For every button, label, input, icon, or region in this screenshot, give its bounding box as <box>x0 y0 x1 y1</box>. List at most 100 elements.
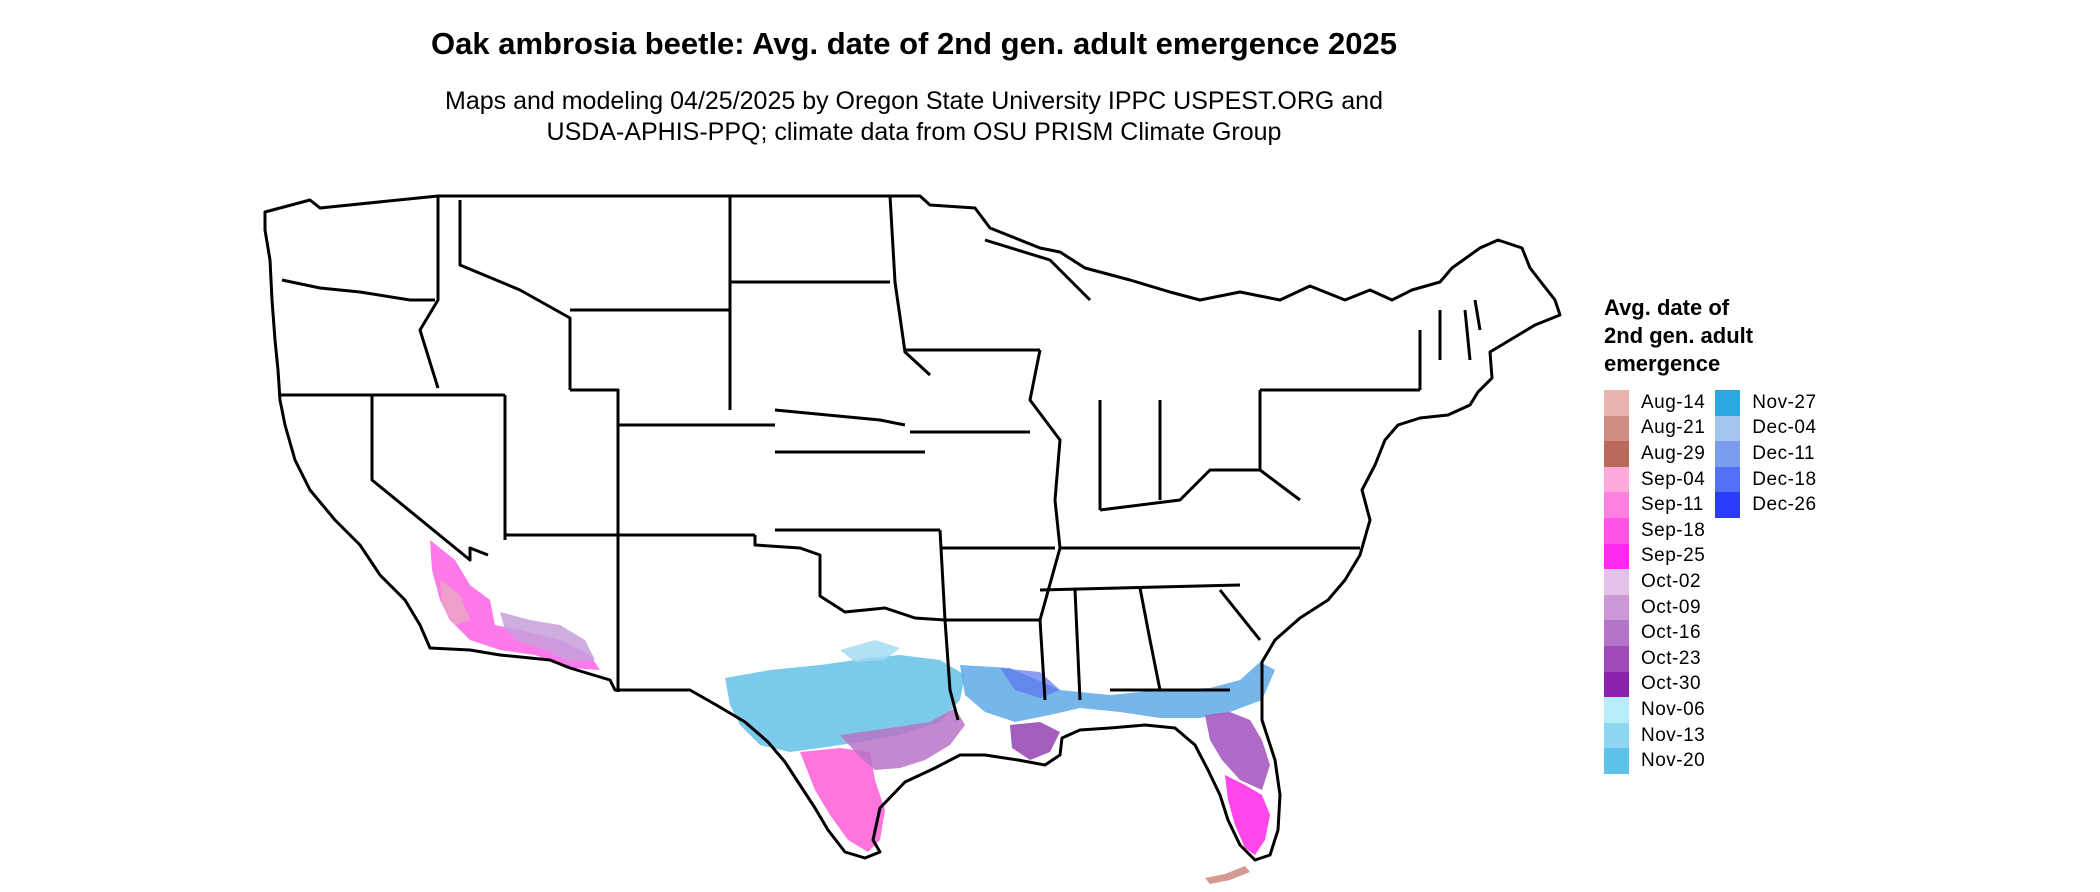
legend-item: Sep-04 <box>1604 466 1706 493</box>
legend-label: Dec-26 <box>1752 494 1817 516</box>
legend-label: Nov-13 <box>1641 724 1706 746</box>
legend-item: Nov-20 <box>1604 748 1705 774</box>
legend-item: Aug-14 <box>1604 390 1705 416</box>
border-ut-wy <box>570 388 620 425</box>
legend-swatch <box>1715 492 1741 518</box>
border-sd-ne <box>774 408 906 427</box>
border-tn-south <box>1039 583 1241 592</box>
legend: Avg. date of 2nd gen. adult emergence Au… <box>1604 294 1904 774</box>
legend-label: Oct-16 <box>1641 622 1702 644</box>
state-borders <box>263 194 1562 862</box>
border-ky-oh-wv <box>1099 468 1301 512</box>
region-gulf-nov <box>960 662 1275 722</box>
legend-swatch <box>1604 748 1629 774</box>
legend-item: Dec-04 <box>1715 415 1817 442</box>
legend-column-1: Aug-14 Aug-21 Aug-29 Sep-04 Sep-11 Sep-18 Sep-… <box>1604 390 1705 774</box>
legend-label: Nov-27 <box>1752 391 1817 413</box>
legend-item: Oct-23 <box>1604 645 1705 672</box>
legend-label: Aug-14 <box>1641 391 1706 413</box>
us-outline <box>263 194 1562 862</box>
map-subtitle: Maps and modeling 04/25/2025 by Oregon S… <box>0 86 1828 148</box>
legend-label: Dec-04 <box>1752 417 1817 439</box>
region-ca-az-aug <box>440 580 470 625</box>
legend-swatch <box>1604 569 1629 595</box>
legend-swatch <box>1604 671 1629 698</box>
border-ga-sc <box>1218 589 1262 641</box>
region-s-tx-sep <box>800 748 885 852</box>
legend-label: Oct-30 <box>1641 673 1702 695</box>
legend-swatch <box>1604 415 1629 442</box>
region-s-tx-oct <box>840 708 965 770</box>
region-ca-az-sep <box>430 540 600 670</box>
legend-item: Dec-18 <box>1715 466 1817 493</box>
legend-item: Oct-09 <box>1604 594 1705 621</box>
border-wa-or <box>281 278 435 302</box>
map-title: Oak ambrosia beetle: Avg. date of 2nd ge… <box>431 26 1397 61</box>
legend-swatch <box>1604 517 1629 544</box>
legend-item: Aug-29 <box>1604 441 1705 467</box>
legend-title-line-3: emergence <box>1604 351 1721 376</box>
region-fl-sep <box>1225 775 1270 855</box>
legend-label: Sep-04 <box>1641 468 1706 490</box>
legend-swatch <box>1604 543 1629 570</box>
border-ms-al <box>1073 589 1082 701</box>
border-id-mt-wy <box>458 200 572 390</box>
legend-item: Sep-18 <box>1604 517 1706 544</box>
region-fl-keys-aug <box>1205 866 1250 884</box>
legend-label: Aug-21 <box>1641 417 1706 439</box>
border-al-ga <box>1138 587 1162 691</box>
legend-label: Nov-20 <box>1641 750 1706 772</box>
legend-item: Dec-26 <box>1715 492 1816 518</box>
region-ca-az-oct <box>500 612 595 662</box>
legend-columns: Aug-14 Aug-21 Aug-29 Sep-04 Sep-11 Sep-18 Sep-… <box>1604 390 1904 774</box>
legend-label: Dec-11 <box>1752 442 1816 464</box>
legend-item: Oct-16 <box>1604 620 1705 646</box>
region-la-oct <box>1010 722 1060 760</box>
legend-swatch <box>1604 466 1629 493</box>
legend-item: Sep-25 <box>1604 543 1706 570</box>
legend-item: Nov-13 <box>1604 722 1706 749</box>
border-id-west <box>418 196 440 389</box>
legend-swatch <box>1715 390 1741 416</box>
legend-item: Oct-30 <box>1604 671 1705 698</box>
region-tx-nov-dots <box>840 640 900 662</box>
border-ok-ar <box>938 529 947 621</box>
legend-item: Aug-21 <box>1604 415 1706 442</box>
legend-label: Dec-18 <box>1752 468 1817 490</box>
border-ms-river <box>1028 349 1062 701</box>
legend-label: Oct-02 <box>1641 570 1702 592</box>
legend-label: Oct-09 <box>1641 596 1702 618</box>
legend-swatch <box>1604 594 1629 621</box>
legend-label: Sep-25 <box>1641 545 1706 567</box>
border-ne-states <box>1418 309 1472 390</box>
subtitle-line-1: Maps and modeling 04/25/2025 by Oregon S… <box>445 87 1383 115</box>
region-fl-oct <box>1205 712 1270 790</box>
legend-label: Aug-29 <box>1641 442 1706 464</box>
legend-swatch <box>1604 441 1629 467</box>
legend-item: Sep-11 <box>1604 492 1705 518</box>
border-nm-tx <box>753 535 946 622</box>
legend-title-line-1: Avg. date of <box>1604 295 1730 320</box>
legend-swatch <box>1715 466 1741 493</box>
legend-label: Sep-18 <box>1641 519 1706 541</box>
legend-swatch <box>1715 441 1741 467</box>
subtitle-line-2: USDA-APHIS-PPQ; climate data from OSU PR… <box>546 118 1282 146</box>
us-map <box>263 194 1562 884</box>
legend-item: Nov-06 <box>1604 697 1705 723</box>
border-tx-la <box>943 619 960 721</box>
legend-label: Nov-06 <box>1641 698 1706 720</box>
border-ca-nv <box>370 395 489 562</box>
legend-swatch <box>1604 492 1629 518</box>
legend-swatch <box>1604 390 1629 416</box>
emergence-raster <box>430 540 1275 884</box>
legend-label: Oct-23 <box>1641 647 1702 669</box>
legend-swatch <box>1715 415 1741 442</box>
legend-swatch <box>1604 620 1629 646</box>
legend-swatch <box>1604 645 1629 672</box>
legend-item: Nov-27 <box>1715 390 1816 416</box>
legend-swatch <box>1604 722 1629 749</box>
legend-item: Dec-11 <box>1715 441 1816 467</box>
legend-title: Avg. date of 2nd gen. adult emergence <box>1604 294 1904 378</box>
legend-title-line-2: 2nd gen. adult <box>1604 323 1754 348</box>
legend-label: Sep-11 <box>1641 494 1704 516</box>
